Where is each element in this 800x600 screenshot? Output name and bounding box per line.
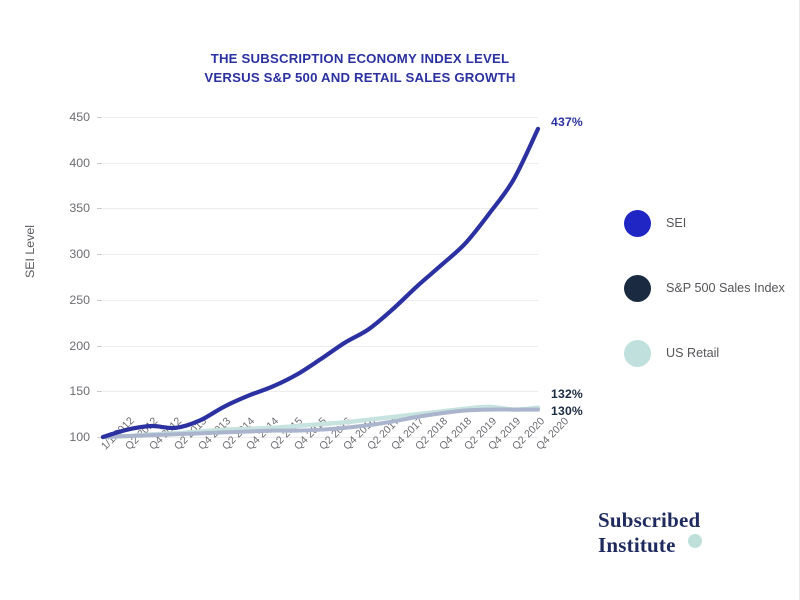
y-axis-tick-label: 300 [69, 247, 90, 262]
end-label-sp500: 130% [551, 404, 583, 418]
page-title: THE SUBSCRIPTION ECONOMY INDEX LEVEL VER… [150, 50, 570, 87]
logo-line-1: Subscribed [598, 508, 701, 532]
gridline [103, 254, 538, 256]
legend-swatch-icon [624, 210, 651, 237]
y-axis-title: SEI Level [23, 224, 37, 278]
logo-line-2: Institute [598, 532, 676, 557]
series-line-s-p-500-sales-index [101, 407, 540, 439]
y-axis-tick-mark [97, 162, 102, 164]
logo-dot-icon [688, 534, 702, 548]
y-axis-tick-label: 400 [69, 155, 90, 170]
title-line-1: THE SUBSCRIPTION ECONOMY INDEX LEVEL [210, 51, 510, 66]
y-axis-tick-label: 450 [69, 110, 90, 124]
gridline [103, 299, 538, 301]
end-label-us-retail: 132% [551, 387, 583, 401]
gridline [103, 117, 538, 118]
end-label-sei: 437% [551, 115, 583, 129]
y-axis-tick-mark [97, 345, 102, 347]
gridline [103, 437, 538, 438]
legend-label: SEI [666, 216, 687, 230]
y-axis-tick-mark [97, 437, 102, 438]
logo-text: Subscribed Institute [598, 508, 700, 558]
gridline [103, 162, 538, 164]
y-axis-tick-mark [97, 254, 102, 256]
subscribed-institute-logo: Subscribed Institute [598, 508, 702, 558]
gridline [103, 208, 538, 210]
y-axis-tick-label: 200 [69, 338, 90, 353]
y-axis-tick-label: 250 [69, 292, 90, 307]
series-line-sei [100, 126, 541, 440]
legend-swatch-icon [624, 340, 651, 367]
legend-swatch-icon [624, 275, 651, 302]
gridline [103, 345, 538, 347]
title-line-2: VERSUS S&P 500 AND RETAIL SALES GROWTH [204, 69, 516, 85]
y-axis-tick-mark [97, 117, 102, 118]
y-axis-tick-label: 150 [69, 384, 90, 399]
y-axis-tick-mark [97, 208, 102, 210]
y-axis-tick-label: 350 [69, 201, 90, 216]
y-axis-tick-mark [97, 391, 102, 393]
y-axis-tick-label: 100 [69, 430, 90, 444]
gridline [103, 391, 538, 393]
series-lines [100, 126, 541, 440]
y-axis-tick-mark [97, 299, 102, 301]
legend-label: S&P 500 Sales Index [666, 281, 785, 295]
legend-label: US Retail [666, 346, 720, 360]
